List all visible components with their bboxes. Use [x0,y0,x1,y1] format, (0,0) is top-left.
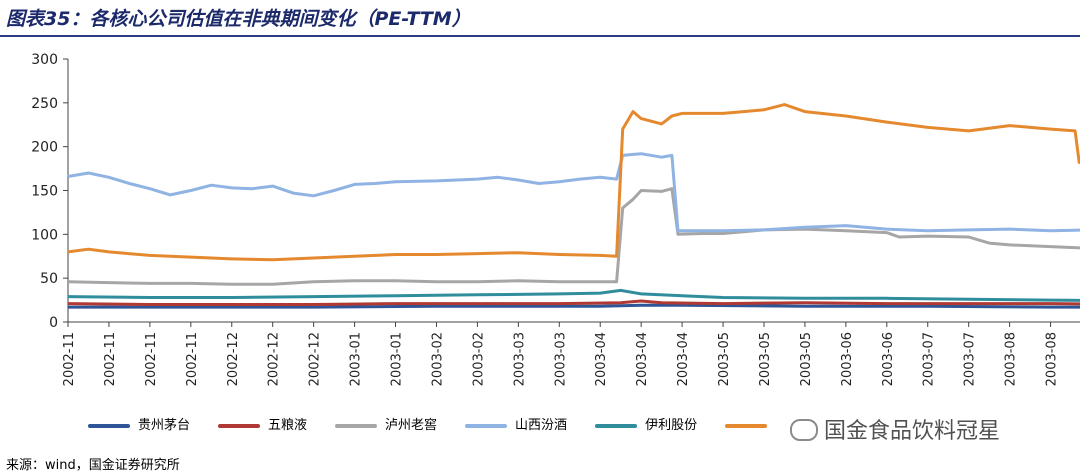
legend-label: 泸州老窖 [385,418,438,433]
chart-axes: 0 50 100 150 200 250 300 2002-11 2002-11 2002-11 2… [31,52,1080,386]
x-tick-label: 2002-12 [308,332,323,386]
x-tick-label: 2003-07 [922,332,937,386]
x-tick-label: 2003-01 [349,332,364,386]
x-tick-label: 2003-03 [512,332,527,386]
wechat-icon [790,419,818,441]
legend-label: 五粮液 [268,418,308,433]
x-tick-label: 2003-05 [799,332,814,386]
x-tick-label: 2003-04 [676,332,691,386]
y-tick-label: 200 [31,140,58,156]
legend-swatch [725,423,768,428]
x-tick-label: 2002-11 [103,332,118,386]
legend-swatch [88,423,130,428]
chart-legend: 贵州茅台 五粮液 泸州老窖 山西汾酒 伊利股份 [88,414,803,433]
series-line-0 [68,303,1080,309]
series-line-5 [67,103,1080,262]
x-tick-label: 2002-11 [185,332,200,386]
y-tick-label: 300 [31,52,58,68]
x-tick-label: 2003-06 [840,332,855,386]
legend-swatch [595,423,638,428]
y-tick-label: 0 [49,315,58,331]
series-line-2 [67,187,1080,286]
y-tick-label: 100 [31,227,58,243]
legend-label: 伊利股份 [645,418,698,433]
legend-item-5 [725,418,775,433]
x-tick-label: 2003-05 [758,332,773,386]
x-tick-label: 2003-04 [594,332,609,386]
series-line-3 [67,152,1080,233]
legend-item-1: 五粮液 [218,414,307,433]
x-tick-label: 2003-05 [717,332,732,386]
series-line-4 [67,288,1080,302]
y-tick-label: 150 [31,184,58,200]
y-tick-label: 250 [31,96,58,112]
legend-label: 贵州茅台 [138,418,191,433]
y-tick-label: 50 [40,271,58,287]
title-rule [0,35,1080,37]
x-tick-label: 2003-06 [881,332,896,386]
legend-swatch [335,423,378,428]
source-note: 来源：wind，国金证券研究所 [6,458,180,473]
watermark: 国金食品饮料冠星 [790,413,1000,445]
chart-series [67,103,1080,309]
legend-item-2: 泸州老窖 [335,414,437,433]
x-tick-label: 2003-08 [1045,332,1060,386]
x-tick-label: 2002-12 [267,332,282,386]
x-tick-label: 2003-07 [963,332,978,386]
x-tick-label: 2002-11 [62,332,77,386]
legend-swatch [465,423,508,428]
x-tick-label: 2003-08 [1004,332,1019,386]
x-tick-label: 2003-02 [471,332,486,386]
legend-item-0: 贵州茅台 [88,414,190,433]
series-line-1 [67,299,1080,306]
legend-item-4: 伊利股份 [595,414,697,433]
figure-title: 图表35：各核心公司估值在非典期间变化（PE-TTM） [6,8,471,30]
x-tick-label: 2002-12 [226,332,241,386]
legend-item-3: 山西汾酒 [465,414,567,433]
legend-swatch [218,423,261,428]
watermark-text: 国金食品饮料冠星 [824,419,1001,444]
legend-label: 山西汾酒 [515,418,568,433]
x-tick-label: 2003-01 [390,332,405,386]
x-tick-label: 2003-03 [553,332,568,386]
x-tick-label: 2002-11 [144,332,159,386]
x-tick-label: 2003-02 [430,332,445,386]
x-tick-label: 2003-04 [635,332,650,386]
